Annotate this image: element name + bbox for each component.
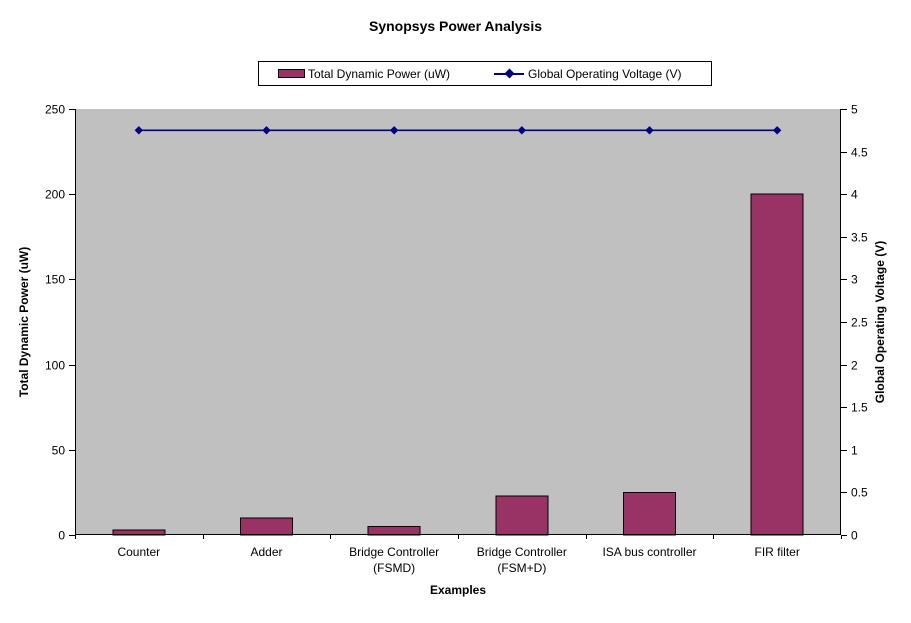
bar-5 — [750, 193, 804, 536]
x-axis-title: Examples — [430, 583, 486, 597]
left-tick-label: 0 — [58, 529, 65, 543]
category-label: (FSMD) — [373, 561, 415, 575]
category-label: FIR filter — [754, 545, 799, 559]
diamond-marker — [389, 126, 399, 135]
bar-3 — [495, 495, 549, 536]
bar-4 — [623, 491, 676, 536]
category-label: Bridge Controller — [477, 545, 567, 559]
diamond-marker — [134, 126, 144, 135]
line-diamond-icon — [494, 68, 525, 79]
bar-2 — [367, 525, 421, 536]
left-tick-label: 250 — [45, 103, 65, 117]
right-tick-label: 1.5 — [851, 401, 868, 415]
category-label: Bridge Controller — [349, 545, 439, 559]
left-axis-title: Total Dynamic Power (uW) — [17, 247, 31, 397]
right-tick-label: 5 — [851, 103, 858, 117]
right-tick-label: 0 — [851, 529, 858, 543]
right-tick-label: 2 — [851, 359, 858, 373]
right-tick-label: 1 — [851, 444, 858, 458]
legend-item-global-operating-voltage: Global Operating Voltage (V) — [494, 67, 681, 81]
chart-title: Synopsys Power Analysis — [369, 18, 542, 34]
category-label: Adder — [250, 545, 282, 559]
category-label: (FSM+D) — [497, 561, 546, 575]
right-tick-label: 2.5 — [851, 316, 868, 330]
right-tick-label: 0.5 — [851, 486, 868, 500]
right-tick-label: 3.5 — [851, 231, 868, 245]
category-label: Counter — [117, 545, 160, 559]
left-tick-label: 100 — [45, 359, 65, 373]
right-tick-label: 3 — [851, 273, 858, 287]
category-label: ISA bus controller — [602, 545, 696, 559]
right-axis-title: Global Operating Voltage (V) — [873, 241, 887, 403]
diamond-marker — [262, 126, 271, 135]
bar-swatch-icon — [278, 69, 305, 78]
legend-item-total-dynamic-power: Total Dynamic Power (uW) — [278, 67, 450, 81]
left-tick-label: 200 — [45, 188, 65, 202]
plot-area — [75, 109, 841, 535]
diamond-marker — [772, 126, 782, 135]
right-tick-label: 4.5 — [851, 146, 868, 160]
bar-1 — [240, 517, 293, 536]
left-tick-label: 150 — [45, 273, 65, 287]
legend-label: Total Dynamic Power (uW) — [308, 66, 451, 81]
diamond-marker — [645, 126, 654, 135]
legend-label: Global Operating Voltage (V) — [528, 66, 682, 81]
legend: Total Dynamic Power (uW) Global Operatin… — [258, 61, 712, 86]
right-tick-label: 4 — [851, 188, 858, 202]
left-tick-label: 50 — [52, 444, 66, 458]
diamond-marker — [517, 126, 527, 135]
